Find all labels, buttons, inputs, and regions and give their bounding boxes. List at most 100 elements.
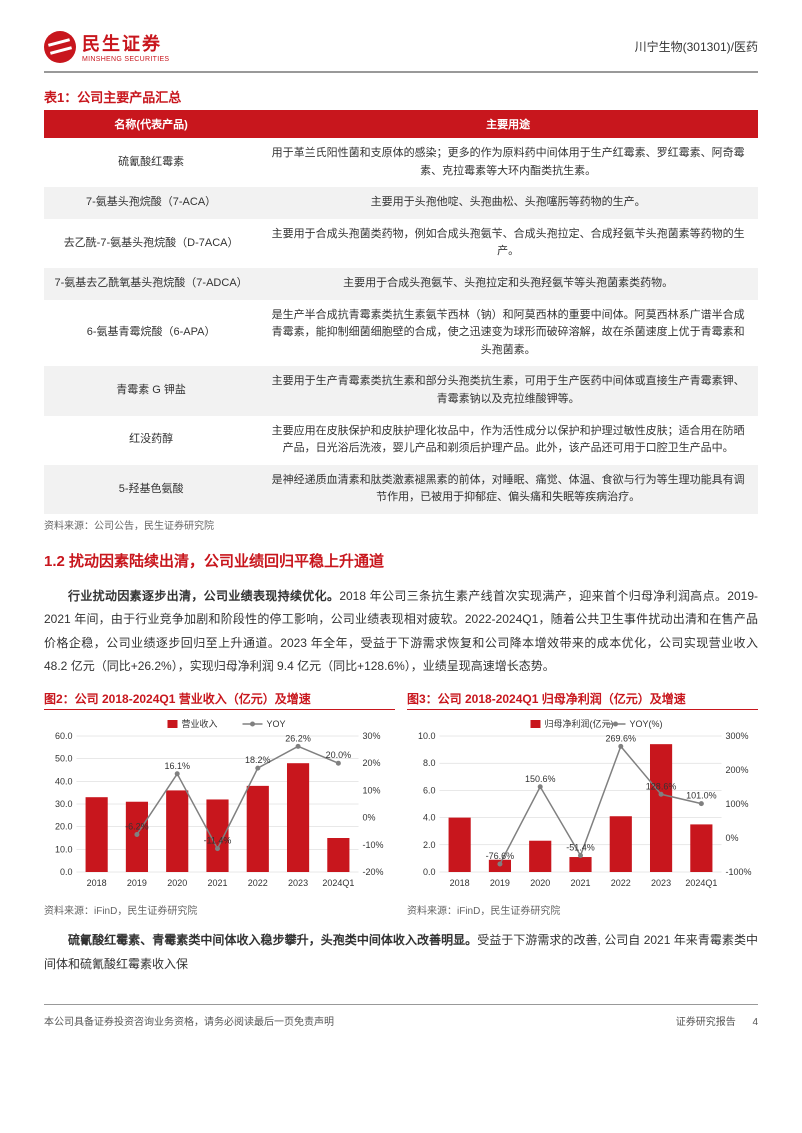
svg-text:-11.4%: -11.4% [204, 836, 232, 846]
svg-text:200%: 200% [726, 765, 749, 775]
svg-text:2020: 2020 [530, 878, 550, 888]
svg-text:20%: 20% [363, 759, 381, 769]
svg-text:40.0: 40.0 [55, 777, 73, 787]
svg-text:100%: 100% [726, 799, 749, 809]
svg-text:50.0: 50.0 [55, 754, 73, 764]
paragraph-1: 行业扰动因素逐步出清，公司业绩表现持续优化。2018 年公司三条抗生素产线首次实… [44, 585, 758, 679]
svg-text:150.6%: 150.6% [525, 774, 556, 784]
svg-text:26.2%: 26.2% [285, 734, 311, 744]
svg-text:YOY: YOY [267, 719, 286, 729]
svg-text:2024Q1: 2024Q1 [322, 878, 354, 888]
svg-text:300%: 300% [726, 731, 749, 741]
page-header: 民生证券 MINSHENG SECURITIES 川宁生物(301301)/医药 [44, 30, 758, 73]
logo-icon [44, 31, 76, 63]
svg-text:2022: 2022 [248, 878, 268, 888]
chart2-title: 图2：公司 2018-2024Q1 营业收入（亿元）及增速 [44, 690, 395, 710]
p2-bold: 硫氰酸红霉素、青霉素类中间体收入稳步攀升，头孢类中间体收入改善明显。 [68, 933, 477, 947]
chart3-svg: 0.0 2.0 4.0 6.0 8.0 10.0 -100% 0% 100% 200% 300% 20… [407, 714, 758, 894]
svg-text:2019: 2019 [127, 878, 147, 888]
svg-text:0%: 0% [363, 813, 376, 823]
svg-text:18.2%: 18.2% [245, 756, 271, 766]
svg-text:-100%: -100% [726, 867, 752, 877]
svg-text:2023: 2023 [651, 878, 671, 888]
table-row: 7-氨基头孢烷酸（7-ACA）主要用于头孢他啶、头孢曲松、头孢噻肟等药物的生产。 [44, 187, 758, 219]
svg-text:30.0: 30.0 [55, 799, 73, 809]
table-row: 7-氨基去乙酰氧基头孢烷酸（7-ADCA）主要用于合成头孢氨苄、头孢拉定和头孢羟… [44, 268, 758, 300]
th-name: 名称(代表产品) [44, 110, 258, 138]
cell-name: 7-氨基头孢烷酸（7-ACA） [44, 187, 258, 219]
svg-text:YOY(%): YOY(%) [630, 719, 663, 729]
logo-cn: 民生证券 [82, 30, 169, 56]
chart2-svg: 0.010.020.030.040.050.060.0-20%-10%0%10%… [44, 714, 395, 894]
paragraph-2: 硫氰酸红霉素、青霉素类中间体收入稳步攀升，头孢类中间体收入改善明显。受益于下游需… [44, 929, 758, 976]
svg-text:10.0: 10.0 [55, 845, 73, 855]
svg-text:4.0: 4.0 [423, 813, 436, 823]
logo-en: MINSHENG SECURITIES [82, 56, 169, 63]
svg-text:269.6%: 269.6% [606, 734, 637, 744]
table-row: 去乙酰-7-氨基头孢烷酸（D-7ACA）主要用于合成头孢菌类药物，例如合成头孢氨… [44, 219, 758, 268]
cell-name: 6-氨基青霉烷酸（6-APA） [44, 300, 258, 367]
p1-bold: 行业扰动因素逐步出清，公司业绩表现持续优化。 [68, 589, 339, 603]
chart2-source: 资料来源：iFinD，民生证券研究院 [44, 902, 395, 917]
svg-text:2021: 2021 [570, 878, 590, 888]
table-row: 青霉素 G 钾盐主要用于生产青霉素类抗生素和部分头孢类抗生素，可用于生产医药中间… [44, 366, 758, 415]
cell-name: 去乙酰-7-氨基头孢烷酸（D-7ACA） [44, 219, 258, 268]
products-table: 名称(代表产品) 主要用途 硫氰酸红霉素用于革兰氏阳性菌和支原体的感染；更多的作… [44, 110, 758, 514]
svg-text:16.1%: 16.1% [164, 761, 190, 771]
svg-text:2018: 2018 [87, 878, 107, 888]
svg-text:0.0: 0.0 [60, 867, 73, 877]
svg-text:10.0: 10.0 [418, 731, 436, 741]
cell-use: 主要用于头孢他啶、头孢曲松、头孢噻肟等药物的生产。 [258, 187, 758, 219]
svg-text:营业收入: 营业收入 [182, 718, 218, 729]
cell-use: 是神经递质血清素和肽类激素褪黑素的前体，对睡眠、痛觉、体温、食欲与行为等生理功能… [258, 465, 758, 514]
svg-text:2022: 2022 [611, 878, 631, 888]
footer-right: 证券研究报告 [676, 1017, 736, 1028]
cell-name: 5-羟基色氨酸 [44, 465, 258, 514]
cell-use: 主要用于合成头孢菌类药物，例如合成头孢氨苄、合成头孢拉定、合成羟氨苄头孢菌素等药… [258, 219, 758, 268]
chart-2: 图2：公司 2018-2024Q1 营业收入（亿元）及增速 0.0 10.0 20.… [44, 690, 395, 917]
svg-text:20.0%: 20.0% [326, 751, 352, 761]
svg-text:6.0: 6.0 [423, 786, 436, 796]
svg-text:归母净利润(亿元): 归母净利润(亿元) [545, 718, 614, 729]
svg-text:-20%: -20% [363, 867, 384, 877]
svg-text:2018: 2018 [450, 878, 470, 888]
svg-text:0.0: 0.0 [423, 867, 436, 877]
svg-text:10%: 10% [363, 786, 381, 796]
svg-text:2.0: 2.0 [423, 840, 436, 850]
svg-text:2021: 2021 [207, 878, 227, 888]
cell-name: 7-氨基去乙酰氧基头孢烷酸（7-ADCA） [44, 268, 258, 300]
svg-text:2019: 2019 [490, 878, 510, 888]
th-use: 主要用途 [258, 110, 758, 138]
logo: 民生证券 MINSHENG SECURITIES [44, 30, 169, 63]
cell-name: 红没药醇 [44, 416, 258, 465]
svg-text:101.0%: 101.0% [686, 791, 717, 801]
header-right: 川宁生物(301301)/医药 [635, 38, 758, 55]
cell-use: 主要应用在皮肤保护和皮肤护理化妆品中，作为活性成分以保护和护理过敏性皮肤；适合用… [258, 416, 758, 465]
svg-text:2023: 2023 [288, 878, 308, 888]
table-source: 资料来源：公司公告，民生证券研究院 [44, 517, 758, 532]
page-number: 4 [752, 1017, 758, 1028]
chart3-source: 资料来源：iFinD，民生证券研究院 [407, 902, 758, 917]
chart-3: 图3：公司 2018-2024Q1 归母净利润（亿元）及增速 0.0 2.0 4.0… [407, 690, 758, 917]
cell-use: 主要用于生产青霉素类抗生素和部分头孢类抗生素，可用于生产医药中间体或直接生产青霉… [258, 366, 758, 415]
section-title: 1.2 扰动因素陆续出清，公司业绩回归平稳上升通道 [44, 550, 758, 571]
table-title: 表1：公司主要产品汇总 [44, 87, 758, 106]
charts-row: 图2：公司 2018-2024Q1 营业收入（亿元）及增速 0.0 10.0 20.… [44, 690, 758, 917]
cell-name: 硫氰酸红霉素 [44, 138, 258, 187]
cell-name: 青霉素 G 钾盐 [44, 366, 258, 415]
table-row: 红没药醇主要应用在皮肤保护和皮肤护理化妆品中，作为活性成分以保护和护理过敏性皮肤… [44, 416, 758, 465]
svg-text:20.0: 20.0 [55, 822, 73, 832]
svg-text:-76.6%: -76.6% [486, 852, 515, 862]
svg-text:-51.4%: -51.4% [566, 843, 595, 853]
table-row: 硫氰酸红霉素用于革兰氏阳性菌和支原体的感染；更多的作为原料药中间体用于生产红霉素… [44, 138, 758, 187]
svg-text:2020: 2020 [167, 878, 187, 888]
svg-text:30%: 30% [363, 731, 381, 741]
chart3-title: 图3：公司 2018-2024Q1 归母净利润（亿元）及增速 [407, 690, 758, 710]
table-row: 5-羟基色氨酸是神经递质血清素和肽类激素褪黑素的前体，对睡眠、痛觉、体温、食欲与… [44, 465, 758, 514]
table-row: 6-氨基青霉烷酸（6-APA）是生产半合成抗青霉素类抗生素氨苄西林（钠）和阿莫西… [44, 300, 758, 367]
svg-text:0%: 0% [726, 833, 739, 843]
cell-use: 主要用于合成头孢氨苄、头孢拉定和头孢羟氨苄等头孢菌素类药物。 [258, 268, 758, 300]
footer-left: 本公司具备证券投资咨询业务资格，请务必阅读最后一页免责声明 [44, 1013, 334, 1028]
svg-text:8.0: 8.0 [423, 759, 436, 769]
svg-text:-6.2%: -6.2% [125, 822, 149, 832]
